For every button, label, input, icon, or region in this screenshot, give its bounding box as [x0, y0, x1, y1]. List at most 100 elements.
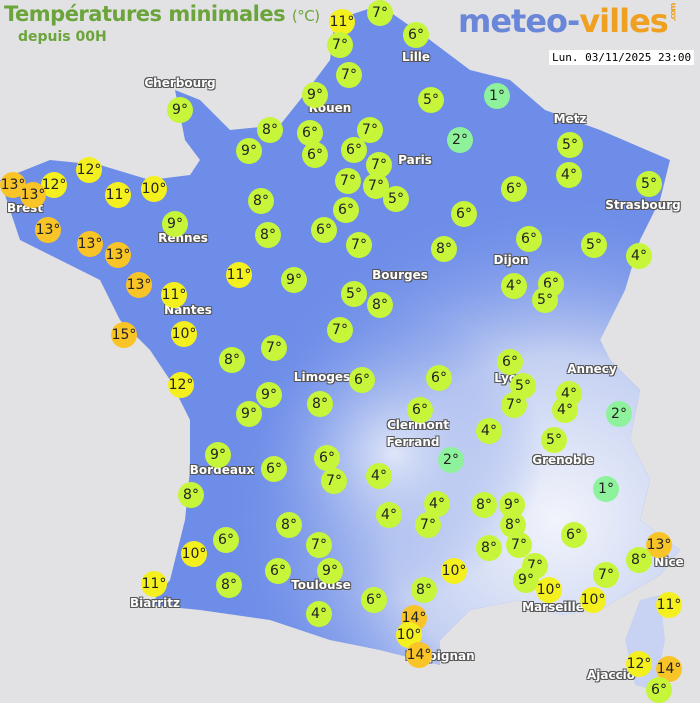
temperature-marker[interactable]: 10° [580, 587, 606, 613]
temperature-marker[interactable]: 4° [501, 273, 527, 299]
temperature-marker[interactable]: 8° [626, 547, 652, 573]
temperature-marker[interactable]: 9° [317, 558, 343, 584]
temperature-marker[interactable]: 4° [556, 162, 582, 188]
temperature-marker[interactable]: 14° [406, 642, 432, 668]
temperature-marker[interactable]: 6° [497, 349, 523, 375]
temperature-marker[interactable]: 7° [501, 392, 527, 418]
temperature-marker[interactable]: 13° [0, 172, 26, 198]
temperature-marker[interactable]: 4° [476, 418, 502, 444]
temperature-marker[interactable]: 8° [367, 292, 393, 318]
temperature-marker[interactable]: 8° [219, 347, 245, 373]
temperature-marker[interactable]: 4° [626, 243, 652, 269]
temperature-marker[interactable]: 6° [213, 527, 239, 553]
temperature-marker[interactable]: 4° [424, 491, 450, 517]
temperature-marker[interactable]: 9° [205, 442, 231, 468]
temperature-marker[interactable]: 6° [501, 176, 527, 202]
temperature-marker[interactable]: 8° [255, 222, 281, 248]
temperature-marker[interactable]: 10° [441, 558, 467, 584]
temperature-marker[interactable]: 4° [306, 601, 332, 627]
temperature-marker[interactable]: 12° [76, 157, 102, 183]
temperature-marker[interactable]: 8° [216, 572, 242, 598]
temperature-marker[interactable]: 6° [361, 587, 387, 613]
temperature-marker[interactable]: 8° [248, 188, 274, 214]
temperature-marker[interactable]: 6° [333, 197, 359, 223]
temperature-marker[interactable]: 7° [327, 32, 353, 58]
temperature-marker[interactable]: 5° [581, 232, 607, 258]
temperature-marker[interactable]: 2° [438, 447, 464, 473]
temperature-marker[interactable]: 6° [407, 397, 433, 423]
temperature-marker[interactable]: 9° [256, 382, 282, 408]
temperature-marker[interactable]: 9° [167, 97, 193, 123]
temperature-marker[interactable]: 4° [552, 397, 578, 423]
temperature-marker[interactable]: 13° [126, 272, 152, 298]
temperature-marker[interactable]: 7° [327, 317, 353, 343]
temperature-marker[interactable]: 9° [236, 138, 262, 164]
temperature-marker[interactable]: 6° [426, 365, 452, 391]
temperature-marker[interactable]: 7° [335, 168, 361, 194]
temperature-marker[interactable]: 11° [105, 182, 131, 208]
temperature-marker[interactable]: 6° [265, 558, 291, 584]
temperature-marker[interactable]: 1° [593, 476, 619, 502]
temperature-marker[interactable]: 2° [447, 127, 473, 153]
temperature-marker[interactable]: 7° [415, 512, 441, 538]
temperature-marker[interactable]: 7° [593, 562, 619, 588]
temperature-marker[interactable]: 11° [226, 262, 252, 288]
temperature-marker[interactable]: 6° [311, 217, 337, 243]
temperature-marker[interactable]: 11° [329, 9, 355, 35]
temperature-marker[interactable]: 15° [111, 322, 137, 348]
temperature-marker[interactable]: 1° [484, 83, 510, 109]
temperature-marker[interactable]: 8° [411, 577, 437, 603]
temperature-marker[interactable]: 8° [307, 391, 333, 417]
temperature-marker[interactable]: 7° [336, 62, 362, 88]
temperature-marker[interactable]: 12° [168, 372, 194, 398]
temperature-marker[interactable]: 9° [236, 401, 262, 427]
temperature-marker[interactable]: 6° [341, 137, 367, 163]
temperature-marker[interactable]: 14° [656, 656, 682, 682]
temperature-marker[interactable]: 5° [418, 87, 444, 113]
temperature-marker[interactable]: 9° [162, 211, 188, 237]
temperature-marker[interactable]: 8° [276, 512, 302, 538]
temperature-marker[interactable]: 8° [431, 236, 457, 262]
temperature-marker[interactable]: 11° [141, 571, 167, 597]
temperature-marker[interactable]: 6° [646, 677, 672, 703]
temperature-marker[interactable]: 6° [314, 445, 340, 471]
temperature-marker[interactable]: 9° [302, 82, 328, 108]
temperature-marker[interactable]: 5° [383, 186, 409, 212]
temperature-marker[interactable]: 8° [476, 535, 502, 561]
temperature-marker[interactable]: 2° [606, 401, 632, 427]
temperature-marker[interactable]: 7° [306, 532, 332, 558]
temperature-marker[interactable]: 7° [321, 468, 347, 494]
temperature-marker[interactable]: 11° [656, 592, 682, 618]
temperature-marker[interactable]: 5° [541, 427, 567, 453]
temperature-marker[interactable]: 6° [349, 367, 375, 393]
temperature-marker[interactable]: 8° [178, 482, 204, 508]
temperature-marker[interactable]: 6° [403, 22, 429, 48]
temperature-marker[interactable]: 10° [181, 541, 207, 567]
temperature-marker[interactable]: 4° [376, 502, 402, 528]
temperature-marker[interactable]: 6° [451, 201, 477, 227]
temperature-marker[interactable]: 7° [261, 335, 287, 361]
temperature-marker[interactable]: 8° [471, 492, 497, 518]
temperature-marker[interactable]: 10° [536, 577, 562, 603]
temperature-marker[interactable]: 5° [636, 171, 662, 197]
temperature-marker[interactable]: 6° [561, 522, 587, 548]
temperature-marker[interactable]: 5° [557, 132, 583, 158]
temperature-marker[interactable]: 6° [297, 120, 323, 146]
temperature-marker[interactable]: 9° [513, 567, 539, 593]
temperature-marker[interactable]: 5° [341, 281, 367, 307]
temperature-marker[interactable]: 7° [367, 0, 393, 26]
temperature-marker[interactable]: 11° [161, 282, 187, 308]
temperature-marker[interactable]: 6° [261, 456, 287, 482]
temperature-marker[interactable]: 9° [281, 267, 307, 293]
temperature-marker[interactable]: 10° [171, 321, 197, 347]
temperature-marker[interactable]: 7° [346, 232, 372, 258]
temperature-marker[interactable]: 12° [626, 651, 652, 677]
temperature-marker[interactable]: 13° [77, 231, 103, 257]
temperature-marker[interactable]: 13° [105, 242, 131, 268]
meteo-villes-logo[interactable]: meteo-villes .com [458, 2, 678, 40]
temperature-marker[interactable]: 13° [35, 217, 61, 243]
temperature-marker[interactable]: 6° [302, 142, 328, 168]
temperature-marker[interactable]: 4° [366, 463, 392, 489]
temperature-marker[interactable]: 6° [516, 226, 542, 252]
temperature-marker[interactable]: 7° [366, 152, 392, 178]
